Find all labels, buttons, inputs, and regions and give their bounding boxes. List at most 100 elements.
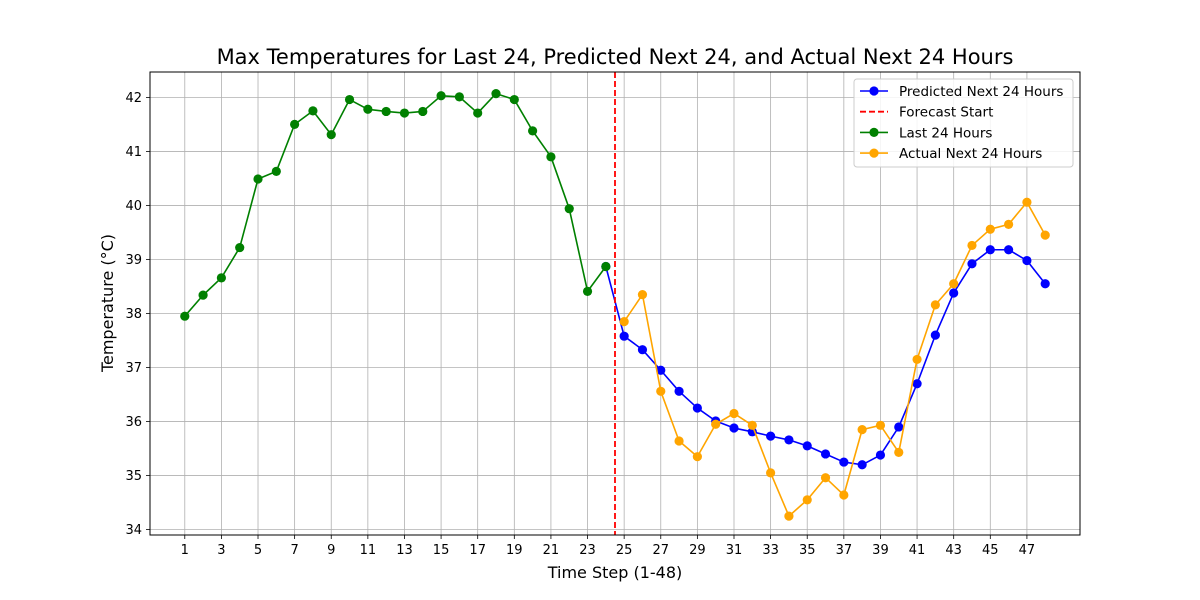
data-point-last-24-hours	[546, 152, 556, 162]
data-point-last-24-hours	[253, 174, 263, 184]
x-tick-label: 27	[652, 543, 669, 558]
plot-frame	[149, 71, 1081, 536]
series-line-last-24-hours	[184, 92, 607, 317]
x-tick-label: 23	[579, 543, 596, 558]
data-point-predicted-next-24-hours	[949, 288, 959, 298]
legend-label: Last 24 Hours	[899, 125, 992, 141]
data-point-last-24-hours	[582, 286, 593, 296]
data-point-last-24-hours	[436, 91, 446, 101]
legend-marker	[869, 86, 879, 96]
data-point-predicted-next-24-hours	[1004, 245, 1014, 255]
legend-item-last-24-hours: Last 24 Hours	[860, 125, 992, 141]
y-axis-label: Temperature (°C)	[98, 234, 117, 373]
y-tick-label: 39	[125, 253, 142, 268]
legend-item-actual-next-24-hours: Actual Next 24 Hours	[860, 146, 1042, 162]
x-tick-label: 29	[689, 543, 706, 558]
chart-title: Max Temperatures for Last 24, Predicted …	[217, 45, 1014, 69]
data-point-predicted-next-24-hours	[692, 403, 702, 413]
data-point-actual-next-24-hours	[949, 279, 959, 289]
x-tick-label: 7	[290, 543, 298, 558]
data-point-predicted-next-24-hours	[619, 331, 629, 341]
data-point-last-24-hours	[473, 108, 483, 118]
data-point-predicted-next-24-hours	[729, 423, 739, 433]
data-point-actual-next-24-hours	[894, 447, 904, 457]
data-point-last-24-hours	[454, 92, 464, 102]
data-point-actual-next-24-hours	[711, 419, 721, 429]
legend-label: Predicted Next 24 Hours	[899, 84, 1063, 100]
x-tick-label: 45	[982, 543, 999, 558]
data-point-last-24-hours	[491, 89, 501, 99]
y-tick-label: 40	[125, 199, 142, 214]
data-point-actual-next-24-hours	[839, 490, 849, 500]
legend-box	[853, 78, 1074, 168]
data-point-last-24-hours	[381, 106, 391, 117]
legend-label: Forecast Start	[899, 105, 993, 121]
data-point-actual-next-24-hours	[619, 316, 629, 327]
data-point-last-24-hours	[326, 130, 336, 140]
legend: Predicted Next 24 Hours Forecast Start Las…	[853, 78, 1074, 168]
y-tick-label: 41	[125, 145, 142, 160]
data-point-actual-next-24-hours	[967, 240, 977, 251]
data-point-actual-next-24-hours	[985, 224, 995, 234]
x-tick-label: 33	[762, 543, 779, 558]
x-tick-label: 5	[254, 543, 262, 558]
data-point-last-24-hours	[344, 94, 355, 105]
data-point-predicted-next-24-hours	[985, 245, 995, 255]
y-tick-label: 42	[125, 91, 142, 106]
x-tick-label: 13	[396, 543, 413, 558]
x-tick-label: 37	[836, 543, 853, 558]
legend-item-predicted-next-24-hours: Predicted Next 24 Hours	[860, 84, 1063, 100]
data-point-last-24-hours	[180, 311, 190, 321]
data-point-actual-next-24-hours	[875, 420, 886, 430]
data-point-actual-next-24-hours	[692, 452, 702, 462]
data-point-last-24-hours	[216, 273, 226, 283]
data-point-actual-next-24-hours	[637, 289, 648, 300]
data-point-predicted-next-24-hours	[839, 457, 849, 467]
x-tick-label: 11	[360, 543, 377, 558]
x-tick-label: 3	[217, 543, 225, 558]
data-point-predicted-next-24-hours	[967, 259, 977, 269]
series-layer	[180, 89, 1050, 521]
x-tick-label: 31	[726, 543, 743, 558]
x-tick-label: 35	[799, 543, 816, 558]
y-tick-label: 34	[125, 523, 142, 538]
data-point-last-24-hours	[290, 119, 300, 130]
y-tick-label: 37	[125, 361, 142, 376]
data-point-predicted-next-24-hours	[1040, 279, 1050, 289]
data-point-predicted-next-24-hours	[894, 422, 904, 432]
x-axis-ticks: 1 3 5 7 9 11 13 15 17 19 21 23 25 27 29 31 33 35 37 39 41 43 4…	[181, 535, 1036, 558]
legend-item-forecast-start: Forecast Start	[860, 105, 993, 121]
x-grid	[184, 72, 1028, 535]
x-tick-label: 1	[181, 543, 189, 558]
x-tick-label: 39	[872, 543, 889, 558]
legend-marker	[869, 148, 879, 158]
data-point-actual-next-24-hours	[820, 473, 831, 483]
data-point-actual-next-24-hours	[1004, 219, 1014, 229]
x-tick-label: 15	[433, 543, 450, 558]
data-point-predicted-next-24-hours	[930, 330, 940, 340]
data-point-predicted-next-24-hours	[820, 449, 831, 459]
series-actual-next-24-hours	[619, 197, 1050, 521]
x-axis-label: Time Step (1-48)	[547, 563, 683, 582]
data-point-predicted-next-24-hours	[802, 441, 812, 451]
legend-marker	[869, 127, 879, 137]
data-point-actual-next-24-hours	[930, 300, 940, 310]
data-point-last-24-hours	[564, 204, 574, 214]
data-point-predicted-next-24-hours	[766, 431, 776, 441]
x-tick-label: 21	[543, 543, 560, 558]
data-point-actual-next-24-hours	[1040, 230, 1050, 240]
data-point-actual-next-24-hours	[857, 425, 867, 435]
y-axis-ticks: 34 35 36 37 38 39 40 41 42	[125, 91, 150, 538]
x-tick-label: 43	[945, 543, 962, 558]
data-point-actual-next-24-hours	[802, 495, 812, 505]
data-point-last-24-hours	[235, 242, 245, 253]
data-point-predicted-next-24-hours	[1022, 255, 1032, 266]
data-point-last-24-hours	[308, 106, 318, 116]
y-tick-label: 38	[125, 307, 142, 322]
y-tick-label: 36	[125, 415, 142, 430]
x-tick-label: 47	[1019, 543, 1036, 558]
data-point-last-24-hours	[528, 126, 538, 136]
series-last-24-hours	[180, 89, 611, 321]
data-point-last-24-hours	[399, 108, 410, 118]
